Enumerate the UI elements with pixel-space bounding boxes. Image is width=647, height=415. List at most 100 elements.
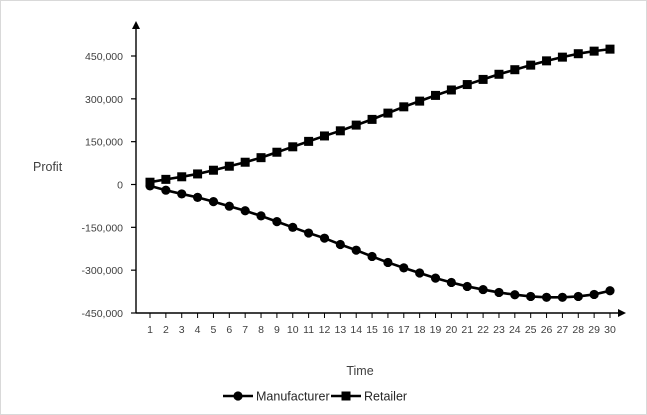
data-point-manufacturer [177, 189, 187, 199]
data-point-manufacturer [288, 222, 298, 232]
data-point-retailer [462, 80, 472, 90]
data-point-manufacturer [351, 245, 361, 255]
x-tick-label: 19 [430, 324, 442, 336]
data-point-manufacturer [573, 291, 583, 302]
legend-label: Manufacturer [256, 390, 330, 404]
data-point-retailer [319, 131, 329, 141]
legend-label: Retailer [364, 390, 407, 404]
x-tick-label: 12 [319, 324, 331, 336]
data-point-retailer [240, 157, 250, 167]
x-tick-label: 23 [493, 324, 505, 336]
data-point-manufacturer [541, 292, 552, 302]
x-tick-label: 7 [242, 324, 248, 336]
data-point-retailer [351, 120, 361, 130]
data-point-retailer [145, 177, 155, 187]
legend-marker [233, 391, 243, 401]
data-point-manufacturer [304, 228, 314, 238]
data-point-manufacturer [319, 233, 330, 243]
data-point-manufacturer [240, 206, 250, 216]
data-point-retailer [415, 96, 425, 106]
x-tick-label: 6 [226, 324, 232, 336]
x-tick-label: 2 [163, 324, 169, 336]
data-point-retailer [605, 44, 615, 54]
x-tick-label: 26 [541, 324, 553, 336]
data-point-retailer [526, 60, 536, 70]
x-tick-label: 3 [179, 324, 185, 336]
data-point-retailer [304, 136, 314, 146]
x-tick-label: 28 [572, 324, 584, 336]
data-point-retailer [256, 153, 266, 163]
legend-item-manufacturer: Manufacturer [223, 390, 330, 404]
data-point-manufacturer [367, 251, 377, 262]
series-manufacturer [145, 181, 615, 302]
data-point-manufacturer [526, 291, 536, 302]
data-point-manufacturer [589, 289, 599, 300]
x-tick-label: 8 [258, 324, 264, 336]
data-point-manufacturer [510, 290, 520, 300]
data-point-manufacturer [192, 192, 203, 202]
x-tick-label: 15 [366, 324, 378, 336]
x-tick-label: 16 [382, 324, 394, 336]
y-tick-label: 0 [117, 180, 123, 192]
x-tick-label: 21 [461, 324, 473, 336]
y-tick-label: 300,000 [85, 94, 123, 106]
x-tick-label: 1 [147, 324, 153, 336]
data-point-retailer [288, 142, 298, 152]
x-tick-label: 20 [446, 324, 458, 336]
x-tick-label: 9 [274, 324, 280, 336]
x-axis-title: Time [346, 364, 373, 378]
legend-item-retailer: Retailer [331, 390, 407, 404]
data-point-manufacturer [430, 273, 441, 283]
data-point-retailer [208, 165, 218, 175]
data-point-manufacturer [161, 185, 171, 195]
x-tick-label: 4 [195, 324, 201, 336]
data-point-retailer [589, 46, 599, 56]
data-point-retailer [224, 161, 234, 171]
data-point-retailer [177, 172, 187, 182]
data-point-retailer [383, 108, 393, 118]
data-point-retailer [478, 74, 488, 84]
data-point-manufacturer [478, 284, 488, 295]
data-point-manufacturer [399, 263, 409, 273]
y-tick-label: -150,000 [82, 222, 124, 234]
data-point-manufacturer [446, 277, 456, 288]
data-point-manufacturer [462, 281, 472, 292]
data-point-retailer [510, 65, 520, 75]
y-tick-label: -450,000 [82, 308, 124, 320]
legend: Manufacturer Retailer [223, 390, 407, 404]
axes [132, 21, 626, 317]
x-tick-label: 10 [287, 324, 299, 336]
x-tick-label: 25 [525, 324, 537, 336]
x-tick-label: 18 [414, 324, 426, 336]
series-line-retailer [149, 47, 611, 184]
x-tick-label: 29 [588, 324, 600, 336]
y-tick-label: 450,000 [85, 51, 123, 63]
y-tick-label: -300,000 [82, 265, 124, 277]
data-point-retailer [446, 85, 456, 95]
x-tick-label: 5 [211, 324, 217, 336]
x-ticks: 1 2 3 4 5 6 7 8 9 10 11 12 13 14 15 16 17 18 19 20 21 22 23 24 2… [147, 313, 616, 336]
data-point-retailer [573, 49, 583, 59]
x-tick-label: 13 [335, 324, 347, 336]
data-point-manufacturer [224, 201, 234, 211]
x-axis-arrow [618, 309, 626, 317]
y-axis-arrow [132, 21, 140, 29]
data-point-retailer [335, 126, 345, 136]
data-point-retailer [399, 102, 409, 112]
y-tick-label: 150,000 [85, 137, 123, 149]
data-point-retailer [193, 169, 203, 179]
data-point-retailer [542, 56, 552, 66]
series-retailer [145, 44, 615, 187]
series-line-manufacturer [149, 184, 611, 299]
x-tick-label: 22 [477, 324, 489, 336]
x-tick-label: 17 [398, 324, 410, 336]
data-point-retailer [557, 52, 567, 62]
data-point-manufacturer [272, 217, 282, 227]
data-point-retailer [272, 147, 282, 157]
data-point-manufacturer [605, 286, 615, 296]
x-tick-label: 11 [303, 324, 314, 336]
y-axis-title: Profit [33, 160, 63, 174]
data-point-manufacturer [415, 268, 425, 278]
